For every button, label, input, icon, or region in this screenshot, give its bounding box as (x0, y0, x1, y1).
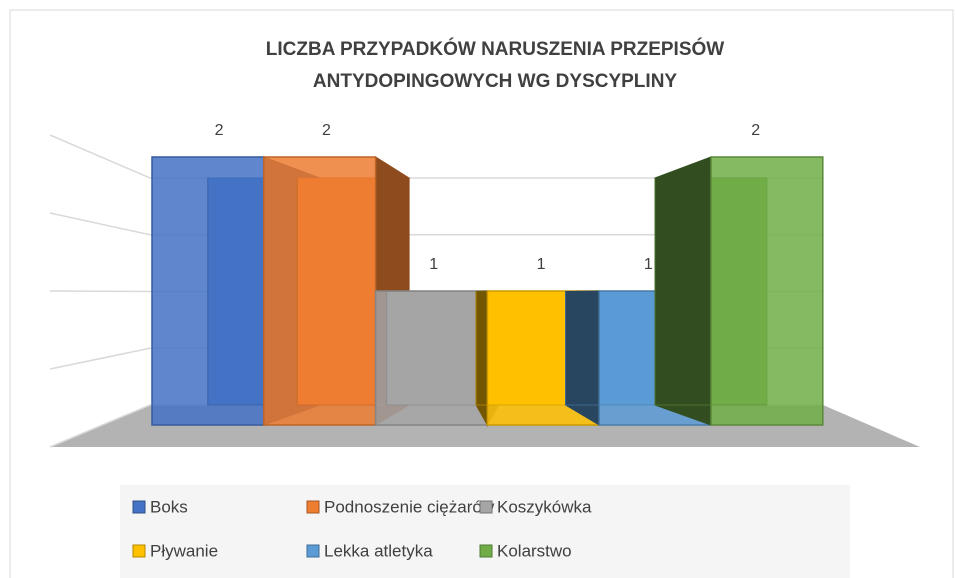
grid-line (49, 212, 823, 236)
legend-swatch (306, 500, 320, 514)
legend-label: Koszykówka (497, 497, 592, 516)
data-label: 2 (751, 122, 760, 139)
legend-label: Podnoszenie ciężarów (324, 497, 495, 516)
chart-title: ANTYDOPINGOWYCH WG DYSCYPLINY (313, 71, 678, 92)
legend-swatch (306, 544, 320, 558)
legend-label: Kolarstwo (497, 541, 572, 560)
data-label: 2 (215, 122, 224, 139)
legend-label: Lekka atletyka (324, 541, 433, 560)
data-label: 1 (429, 256, 438, 273)
bar-edge (565, 291, 678, 406)
legend-label: Boks (150, 497, 188, 516)
bar-edge (386, 291, 499, 406)
legend-swatch (132, 500, 146, 514)
bar-edge (654, 178, 767, 406)
legend-swatch (132, 544, 146, 558)
legend-swatch (479, 544, 493, 558)
bar (710, 156, 824, 426)
bar (263, 156, 377, 426)
bar (374, 290, 489, 426)
legend-swatch (479, 500, 493, 514)
data-label: 2 (322, 122, 331, 139)
bar-edge (475, 291, 588, 406)
data-label: 1 (644, 256, 653, 273)
grid-line (49, 134, 823, 179)
bar-edge (296, 178, 410, 406)
legend-label: Pływanie (150, 541, 218, 560)
data-label: 1 (537, 256, 546, 273)
bar-side (654, 156, 712, 426)
chart-title: LICZBA PRZYPADKÓW NARUSZENIA PRZEPISÓW (266, 38, 725, 60)
